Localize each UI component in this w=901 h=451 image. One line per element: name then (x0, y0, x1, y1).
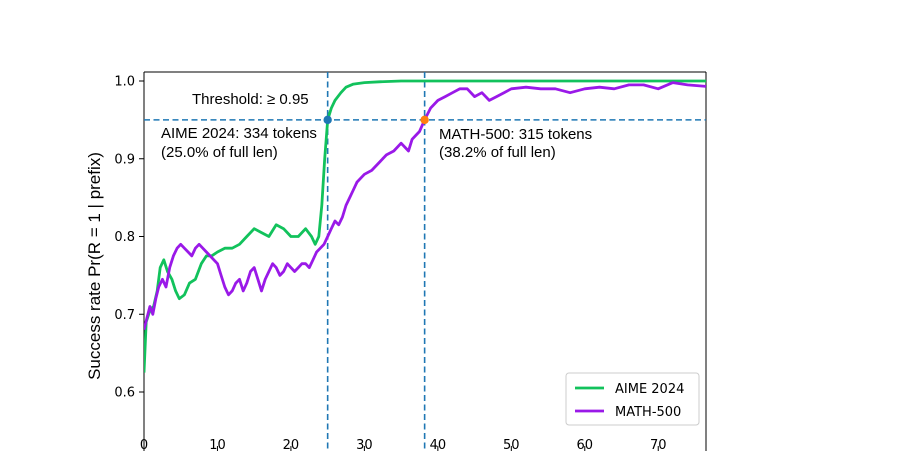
x-tick-label: 0 (140, 438, 148, 451)
threshold-label: Threshold: ≥ 0.95 (192, 91, 309, 108)
y-tick-label: 0.6 (114, 386, 135, 401)
x-tick-label: 40 (430, 438, 447, 451)
x-axis-ticks: 0 10 20 30 40 50 60 70 (140, 438, 667, 451)
x-tick-label: 30 (356, 438, 373, 451)
legend: AIME 2024 MATH-500 (565, 372, 700, 426)
x-tick-label: 70 (650, 438, 667, 451)
y-tick-label: 0.7 (114, 308, 135, 323)
aime-annotation-line1: AIME 2024: 334 tokens (161, 125, 317, 142)
x-tick-label: 20 (283, 438, 300, 451)
math-crossing-marker (420, 115, 429, 125)
x-tick-label: 60 (577, 438, 594, 451)
y-tick-label: 0.9 (114, 152, 135, 167)
y-tick-label: 1.0 (114, 75, 135, 90)
math-annotation-line2: (38.2% of full len) (439, 144, 556, 161)
series-line-math-500 (144, 81, 706, 331)
y-axis-ticks: 0.6 0.7 0.8 0.9 1.0 (114, 75, 144, 401)
series-line-aime-2024 (144, 79, 706, 373)
y-tick-label: 0.8 (114, 230, 135, 245)
aime-annotation-line2: (25.0% of full len) (161, 144, 278, 161)
x-tick-label: 10 (209, 438, 226, 451)
aime-crossing-marker (323, 115, 332, 125)
y-axis-label: Success rate Pr(R = 1 | prefix) (85, 152, 104, 380)
math-annotation-line1: MATH-500: 315 tokens (439, 126, 592, 143)
x-tick-label: 50 (503, 438, 520, 451)
legend-label-math-500: MATH-500 (615, 405, 681, 420)
legend-label-aime-2024: AIME 2024 (615, 382, 684, 397)
